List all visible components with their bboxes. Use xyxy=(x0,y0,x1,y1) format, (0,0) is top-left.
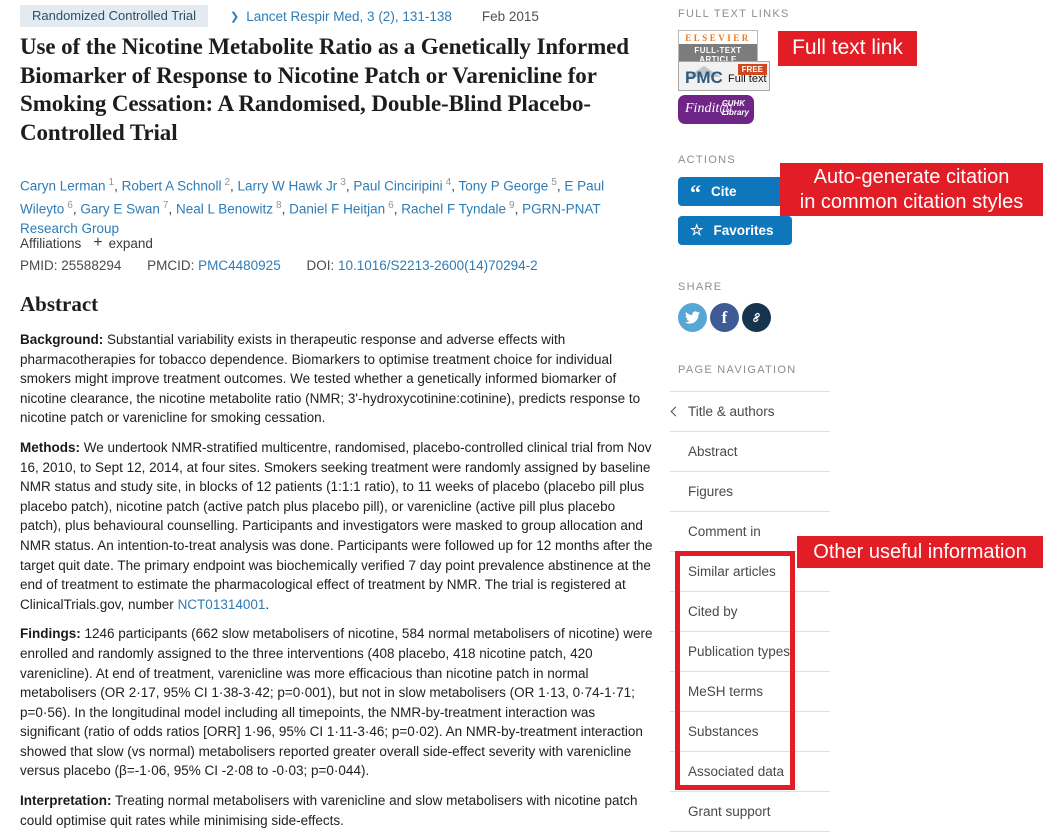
author-link[interactable]: Daniel F Heitjan xyxy=(289,201,386,217)
author-link[interactable]: Gary E Swan xyxy=(80,201,160,217)
favorites-button[interactable]: ☆ Favorites xyxy=(678,216,792,245)
author-link[interactable]: Robert A Schnoll xyxy=(121,178,222,194)
findit-logo: Findit@ xyxy=(685,101,733,116)
annotation-full-text-link: Full text link xyxy=(778,31,917,66)
expand-label: expand xyxy=(108,235,153,251)
doi: DOI: 10.1016/S2213-2600(14)70294-2 xyxy=(306,258,538,273)
share-heading: SHARE xyxy=(678,281,723,293)
actions-heading: ACTIONS xyxy=(678,154,736,166)
abstract-methods: Methods: We undertook NMR-stratified mul… xyxy=(20,439,653,612)
nav-item-substances[interactable]: Substances xyxy=(670,712,830,752)
author-affiliation-number: 6 xyxy=(67,200,73,211)
findit-cuhk-library-badge[interactable]: Findit@ CUHK Library xyxy=(678,95,754,124)
nav-item-grant-support[interactable]: Grant support xyxy=(670,792,830,832)
elsevier-full-text-badge[interactable]: ELSEVIER FULL-TEXT ARTICLE xyxy=(678,30,758,67)
nav-item-publication-types[interactable]: Publication types xyxy=(670,632,830,672)
cite-button[interactable]: “ Cite xyxy=(678,177,792,206)
pmc-logo: PMC xyxy=(685,68,723,87)
nav-item-figures[interactable]: Figures xyxy=(670,472,830,512)
affiliations-expand-button[interactable]: + expand xyxy=(93,234,153,252)
author-affiliation-number: 4 xyxy=(445,177,452,188)
abstract-interpretation: Interpretation: Treating normal metaboli… xyxy=(20,793,638,828)
plus-icon: + xyxy=(93,234,103,251)
author-affiliation-number: 5 xyxy=(551,177,557,188)
doi-link[interactable]: 10.1016/S2213-2600(14)70294-2 xyxy=(338,258,538,273)
author-link[interactable]: Neal L Benowitz xyxy=(175,201,274,217)
author-affiliation-number: 6 xyxy=(388,200,394,211)
author-link[interactable]: PGRN-PNAT Research Group xyxy=(20,201,601,237)
journal-citation-text: Lancet Respir Med, 3 (2), 131-138 xyxy=(246,8,452,24)
nav-item-cited-by[interactable]: Cited by xyxy=(670,592,830,632)
nav-item-title-authors[interactable]: Title & authors xyxy=(670,392,830,432)
twitter-share-icon[interactable] xyxy=(678,303,707,332)
publication-type-badge: Randomized Controlled Trial xyxy=(20,5,209,27)
author-link[interactable]: E Paul Wileyto xyxy=(20,178,605,217)
elsevier-logo: ELSEVIER xyxy=(685,33,751,43)
abstract-section: Abstract Background: Substantial variabi… xyxy=(20,292,656,840)
share-row: f xyxy=(678,303,774,332)
author-link[interactable]: Larry W Hawk Jr xyxy=(237,178,338,194)
pmid: PMID: 25588294 xyxy=(20,258,122,273)
nav-item-similar-articles[interactable]: Similar articles xyxy=(670,552,830,592)
nav-item-abstract[interactable]: Abstract xyxy=(670,432,830,472)
annotation-other-info: Other useful information xyxy=(797,536,1043,568)
author-affiliation-number: 7 xyxy=(162,200,169,211)
pmc-free-tag: FREE xyxy=(737,64,767,75)
author-link[interactable]: Tony P George xyxy=(458,178,549,194)
affiliations-row: Affiliations + expand xyxy=(20,234,153,252)
author-affiliation-number: 2 xyxy=(224,177,231,188)
pmcid-link[interactable]: PMC4480925 xyxy=(198,258,281,273)
quote-icon: “ xyxy=(690,179,701,205)
abstract-heading: Abstract xyxy=(20,292,99,316)
author-list: Caryn Lerman 1, Robert A Schnoll 2, Larry … xyxy=(20,177,605,237)
author-link[interactable]: Rachel F Tyndale xyxy=(401,201,507,217)
affiliations-label: Affiliations xyxy=(20,235,82,251)
author-link[interactable]: Caryn Lerman xyxy=(20,178,106,194)
annotation-citation-note: Auto-generate citation in common citation… xyxy=(780,163,1043,216)
identifiers-row: PMID: 25588294 PMCID: PMC4480925 DOI: 10… xyxy=(20,258,560,273)
abstract-background: Background: Substantial variability exis… xyxy=(20,332,641,426)
author-affiliation-number: 1 xyxy=(108,177,115,188)
page-navigation-heading: PAGE NAVIGATION xyxy=(678,364,797,376)
author-affiliation-number: 3 xyxy=(340,177,346,188)
full-text-links-heading: FULL TEXT LINKS xyxy=(678,8,790,20)
journal-citation-link[interactable]: ❯ Lancet Respir Med, 3 (2), 131-138 xyxy=(230,9,452,24)
star-icon: ☆ xyxy=(690,222,704,239)
nav-item-mesh-terms[interactable]: MeSH terms xyxy=(670,672,830,712)
pmcid: PMCID: PMC4480925 xyxy=(147,258,281,273)
annotation-outline-box xyxy=(675,551,795,790)
pmc-house-icon xyxy=(687,66,721,77)
chevron-left-icon xyxy=(670,406,681,417)
nav-item-associated-data[interactable]: Associated data xyxy=(670,752,830,792)
abstract-findings: Findings: 1246 participants (662 slow me… xyxy=(20,626,653,779)
article-meta-row: Randomized Controlled Trial ❯ Lancet Resp… xyxy=(20,5,665,27)
author-link[interactable]: Paul Cinciripini xyxy=(353,178,443,194)
publication-date: Feb 2015 xyxy=(481,8,539,24)
facebook-share-icon[interactable]: f xyxy=(710,303,739,332)
chevron-right-icon: ❯ xyxy=(230,10,240,23)
author-affiliation-number: 8 xyxy=(276,200,282,211)
pmc-full-text-badge[interactable]: PMC Full text FREE xyxy=(678,61,770,91)
clinical-trial-link[interactable]: NCT01314001 xyxy=(177,596,266,612)
author-affiliation-number: 9 xyxy=(509,200,515,211)
permalink-share-icon[interactable] xyxy=(742,303,771,332)
article-title: Use of the Nicotine Metabolite Ratio as … xyxy=(20,34,629,145)
